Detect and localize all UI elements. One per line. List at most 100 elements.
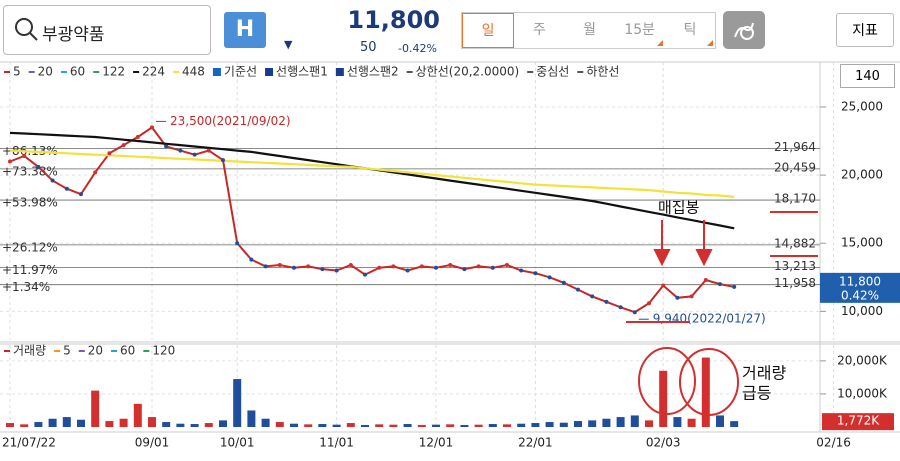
x-tick-label: 02/16 [816,436,851,450]
legend-label: 중심선 [536,65,569,79]
volume-bar [659,370,668,427]
price-point [661,283,666,288]
volume-bar [247,410,256,427]
legend-label: 20 [38,65,53,79]
volume-bar [275,422,284,427]
zoom-box[interactable]: 140 [840,64,895,88]
y-tick-label: 10,000 [841,304,883,318]
price-point [405,268,410,273]
legend-marker [212,68,221,76]
price-point [448,263,453,268]
price-point [647,301,651,306]
level-pct-label: +1.34% [2,280,50,294]
volume-spike-circles [638,347,739,416]
x-tick-label: 11/01 [319,436,354,450]
period-tab[interactable]: 일 [462,13,515,48]
volume-bar [417,425,426,427]
volume-bar [432,424,440,427]
change-arrow: ▼ [284,38,293,51]
level-value-label: 21,964 [774,140,816,154]
legend-label: 하한선 [586,65,619,79]
price-point [64,186,69,191]
legend-label: 60 [120,344,135,358]
volume-bar [290,423,298,427]
period-tabs: 일 주 월 15분 틱 [461,12,716,49]
level-pct-label: +11.97% [2,263,58,277]
price-point [164,144,169,149]
indicator-button[interactable]: 지표 [836,13,894,47]
price-point [434,265,438,270]
volume-bar [375,424,384,427]
price-point [718,282,722,287]
price-point [533,271,538,276]
volume-annotation: 거래량 [742,364,786,383]
y-tick-label: 15,000 [841,236,883,250]
legend-label: 5 [63,344,71,358]
volume-bar [574,421,582,427]
volume-bar [488,424,497,427]
draw-tool-button[interactable] [723,11,765,49]
legend-marker [335,68,344,76]
volume-bar [730,421,739,427]
annotation: 매집봉 [658,199,699,217]
market-button[interactable]: H [224,12,266,48]
price-point [632,310,637,315]
volume-bar [148,417,156,427]
legend-label: 122 [102,65,125,79]
x-tick-label: 09/01 [135,436,170,450]
period-tab[interactable]: 15분 [615,13,665,48]
period-tab[interactable]: 주 [532,22,546,38]
x-tick-label: 21/07/22 [2,436,56,450]
price-point [590,294,595,299]
volume-bar [460,425,469,427]
legend-label: 상한선(20,2.0000) [416,65,520,79]
volume-bar [716,415,724,427]
volume-bar [6,423,14,427]
price-point [36,164,41,169]
volume-bar [332,424,341,427]
panel-divider [0,341,900,345]
volume-bar [346,423,355,427]
volume-annotation: 급등 [742,384,771,403]
price-point [277,263,282,268]
volume-bar [446,424,455,427]
search-box[interactable]: 부광약품 [3,5,211,55]
level-value-label: 11,958 [774,276,816,290]
tab-corner [656,40,663,46]
y-tick-label: 20,000K [837,353,888,367]
volume-bar [48,418,57,427]
legend-label: 224 [142,65,165,79]
price-point [476,264,481,269]
volume-bar [162,422,171,427]
price-point [235,241,240,246]
volume-bar [687,418,696,427]
price-point [263,264,268,269]
volume-badge [822,413,894,431]
volume-bar [219,420,227,427]
volume-bar [91,390,100,427]
price-point [490,265,495,270]
price-point [320,267,325,272]
volume-badge-label: 1,772K [837,414,880,428]
volume-bar [559,422,568,427]
level-pct-label: +26.12% [2,240,58,254]
period-tab[interactable]: 월 [583,22,596,38]
period-tab[interactable]: 틱 [665,13,715,48]
legend-label: 20 [88,344,103,358]
tab-corner [707,40,714,46]
price-point [419,264,424,269]
y-tick-label: 10,000K [837,386,888,400]
price-point [675,295,680,300]
volume-bar [701,357,710,427]
price-point [732,284,737,289]
price-point [292,265,296,270]
legend-marker [265,68,274,76]
price-point [561,280,566,285]
volume-bar [602,418,611,427]
volume-bar [403,424,412,427]
volume-bar [119,418,128,427]
price-badge [820,272,900,303]
level-value-label: 13,213 [774,259,816,273]
price-point [505,263,509,268]
y-tick-label: 20,000 [841,168,883,182]
